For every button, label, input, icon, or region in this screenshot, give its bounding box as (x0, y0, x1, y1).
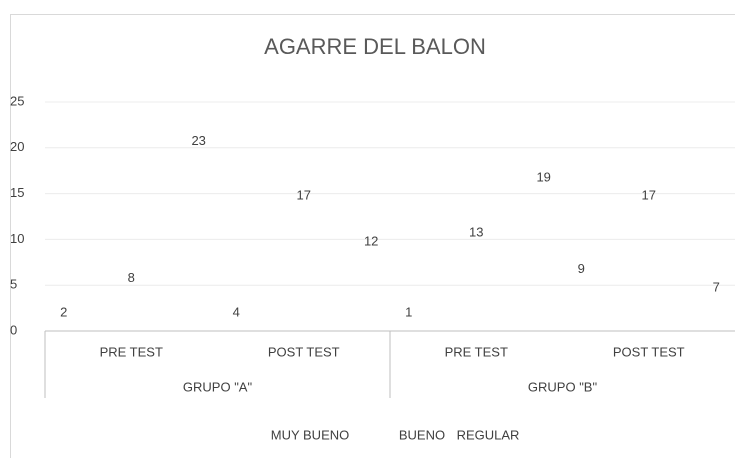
x-tick-label: PRE TEST (100, 344, 163, 359)
data-label: 8 (128, 270, 135, 285)
legend-entry: BUENO (399, 427, 445, 442)
x-tick-label: POST TEST (613, 344, 685, 359)
y-tick-label: 5 (10, 277, 17, 292)
group-label: GRUPO "B" (528, 379, 598, 394)
data-label: 1 (405, 304, 412, 319)
group-label: GRUPO "A" (183, 379, 253, 394)
data-label: 2 (60, 304, 67, 319)
data-label: 23 (191, 133, 205, 148)
chart-border (10, 14, 735, 458)
data-label: 17 (642, 188, 656, 203)
y-tick-label: 10 (10, 231, 24, 246)
data-label: 7 (713, 279, 720, 294)
x-tick-label: PRE TEST (445, 344, 508, 359)
data-label: 13 (469, 224, 483, 239)
chart-title: AGARRE DEL BALON (264, 34, 486, 59)
data-label: 12 (364, 234, 378, 249)
legend-entry: REGULAR (457, 427, 520, 442)
y-tick-label: 0 (10, 322, 17, 337)
data-label: 17 (297, 188, 311, 203)
legend-entry: MUY BUENO (271, 427, 350, 442)
y-tick-label: 20 (10, 139, 24, 154)
data-label: 4 (233, 304, 240, 319)
y-tick-label: 25 (10, 93, 24, 108)
data-label: 19 (536, 169, 550, 184)
y-tick-label: 15 (10, 185, 24, 200)
x-tick-label: POST TEST (268, 344, 340, 359)
data-label: 9 (578, 261, 585, 276)
